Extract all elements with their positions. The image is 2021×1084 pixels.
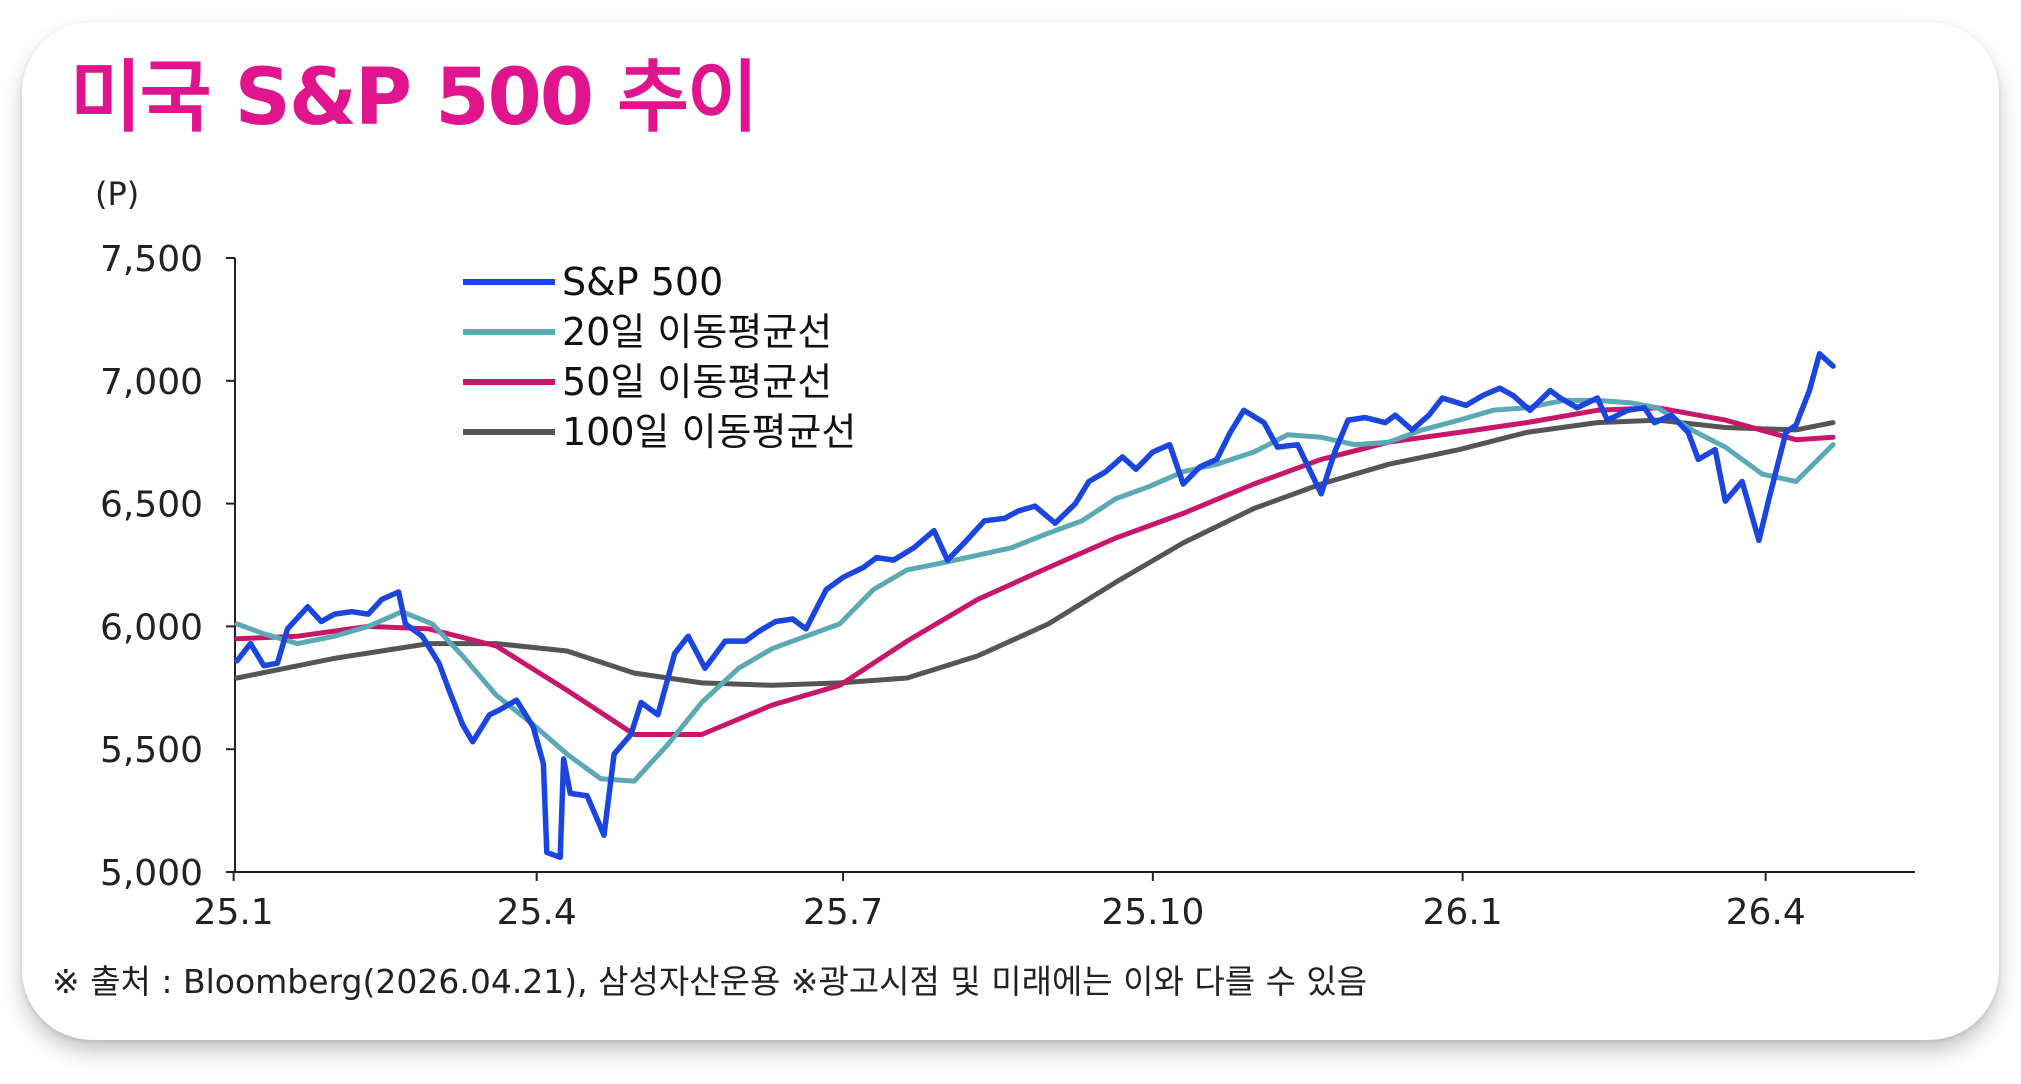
legend-label: S&P 500 [562,260,723,304]
y-tick-label: 5,000 [100,853,203,894]
legend: S&P 500 20일 이동평균선 50일 이동평균선 100일 이동평균선 [463,260,856,454]
source-note: ※ 출처 : Bloomberg(2026.04.21), 삼성자산운용 ※광고… [52,962,1368,1001]
x-tick-label: 26.4 [1726,892,1806,933]
legend-label: 100일 이동평균선 [562,410,856,454]
y-tick-label: 6,000 [100,607,203,648]
y-tick-label: 7,000 [100,362,203,403]
x-tick-label: 25.7 [803,892,883,933]
series-layer [234,351,1836,861]
y-axis-unit: (P) [95,175,139,213]
legend-label: 50일 이동평균선 [562,360,832,404]
y-tick-label: 7,500 [100,239,203,280]
axes: 5,000 5,500 6,000 6,500 7,000 7,500 25.1 25.4 25… [100,239,1915,933]
y-tick-label: 6,500 [100,485,203,526]
series-line [234,351,1836,861]
series-line [234,405,1836,737]
y-tick-label: 5,500 [100,730,203,771]
x-tick-label: 25.1 [194,892,274,933]
series-line [234,397,1836,784]
x-tick-label: 25.10 [1101,892,1204,933]
x-tick-label: 26.1 [1423,892,1503,933]
chart-card [22,22,1999,1040]
series-line [234,417,1836,688]
chart-title: 미국 S&P 500 추이 [70,53,759,143]
legend-label: 20일 이동평균선 [562,310,832,354]
x-tick-label: 25.4 [497,892,577,933]
